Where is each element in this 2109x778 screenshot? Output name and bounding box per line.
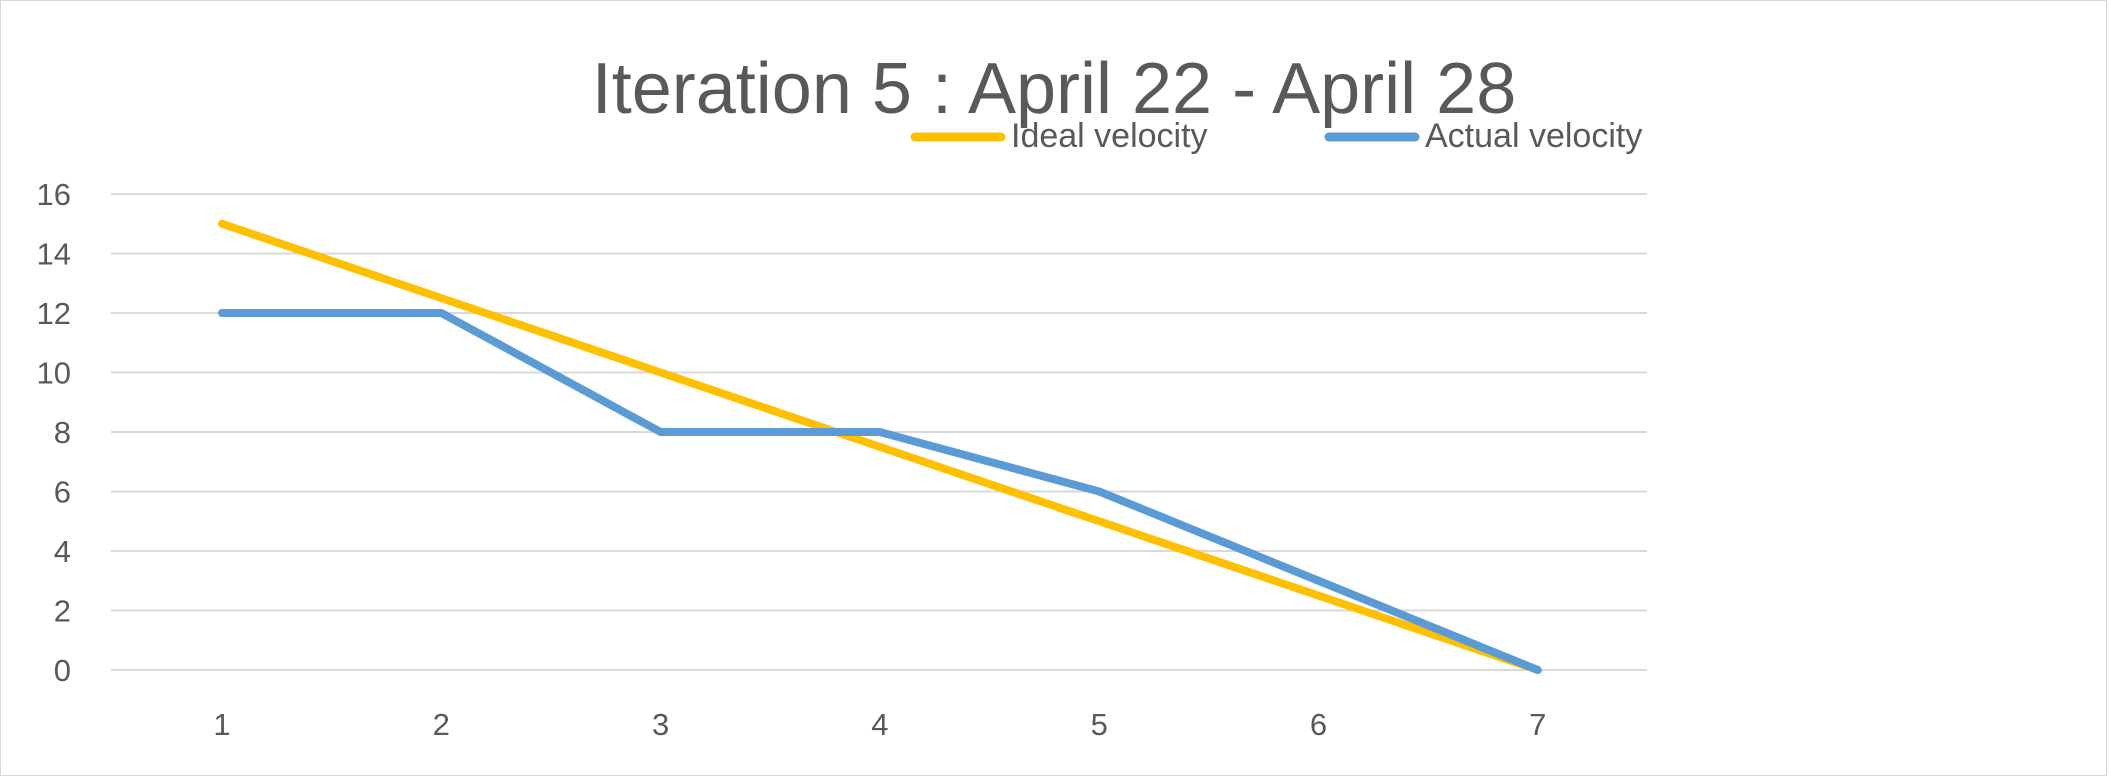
x-tick-label: 3 — [652, 707, 669, 742]
y-tick-label: 4 — [54, 534, 71, 569]
x-axis-tick-labels: 1 2 3 4 5 6 7 — [213, 707, 1546, 742]
y-tick-label: 16 — [37, 177, 71, 212]
series-line-actual-velocity — [218, 309, 1542, 674]
legend: Ideal velocity Actual velocity — [910, 117, 1642, 155]
chart-title: Iteration 5 : April 22 - April 28 — [592, 49, 1517, 129]
y-tick-label: 10 — [37, 356, 71, 391]
x-tick-label: 6 — [1310, 707, 1327, 742]
x-tick-label: 7 — [1529, 707, 1546, 742]
x-tick-label: 2 — [433, 707, 450, 742]
y-tick-label: 12 — [37, 296, 71, 331]
x-tick-label: 1 — [213, 707, 230, 742]
y-tick-label: 8 — [54, 415, 71, 450]
gridlines — [111, 193, 1647, 671]
y-tick-label: 2 — [54, 594, 71, 629]
y-axis-tick-labels: 0 2 4 6 8 10 12 14 16 — [37, 177, 71, 688]
series-lines — [218, 219, 1542, 674]
x-tick-label: 5 — [1091, 707, 1108, 742]
legend-label-actual-velocity: Actual velocity — [1425, 117, 1642, 155]
x-tick-label: 4 — [871, 707, 888, 742]
y-tick-label: 6 — [54, 475, 71, 510]
y-tick-label: 0 — [54, 653, 71, 688]
series-line-ideal-velocity — [218, 219, 1542, 674]
y-tick-label: 14 — [37, 237, 71, 272]
legend-label-ideal-velocity: Ideal velocity — [1011, 117, 1208, 155]
